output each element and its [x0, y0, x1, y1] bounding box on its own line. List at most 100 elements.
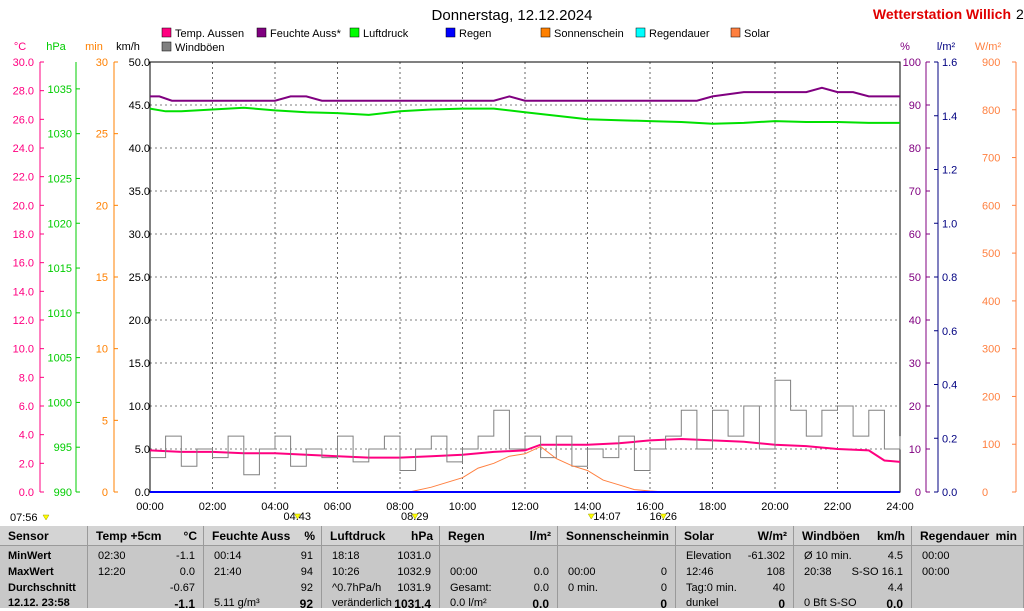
- solar-tick-label: 900: [982, 57, 1000, 69]
- temp-tick-label: 4.0: [19, 430, 34, 442]
- table-header-feuchte: Feuchte Auss%: [204, 526, 321, 546]
- table-header-unit: °C: [183, 529, 197, 543]
- table-cell-value: 0.0: [179, 566, 195, 578]
- solar-tick-label: 700: [982, 153, 1000, 165]
- x-tick-label: 16:00: [636, 501, 664, 513]
- table-row-label: MaxWert: [8, 566, 54, 578]
- legend-swatch: [730, 27, 741, 38]
- wind-tick-label: 20.0: [129, 315, 150, 327]
- table-header-title: Sonnenschein: [566, 529, 649, 543]
- table-section-regendauer: Regendauer min 00:00 00:00: [912, 526, 1024, 608]
- legend-label: Regendauer: [649, 28, 710, 40]
- solar-tick-label: 100: [982, 439, 1000, 451]
- pressure-tick-label: 1015: [48, 263, 72, 275]
- table-cell-value: 1031.4: [394, 597, 431, 611]
- x-tick-label: 00:00: [136, 501, 164, 513]
- table-cell-value: 1032.9: [397, 566, 431, 578]
- table-cell-time: 10:26: [332, 566, 360, 578]
- rain-tick-label: 0.2: [942, 433, 957, 445]
- table-cell-value: 0.0: [886, 597, 903, 611]
- pressure-tick-label: 1035: [48, 84, 72, 96]
- table-cell-value: 0: [660, 566, 667, 578]
- solar-tick-label: 0: [982, 487, 988, 499]
- legend-label: Feuchte Auss*: [270, 28, 342, 40]
- humidity-unit-label: %: [900, 41, 910, 53]
- rain-unit-label: l/m²: [937, 41, 956, 53]
- rain-tick-label: 1.0: [942, 218, 957, 230]
- table-cell-value: 94: [300, 566, 313, 578]
- legend-swatch: [161, 41, 172, 52]
- solar-tick-label: 400: [982, 296, 1000, 308]
- humidity-tick-label: 30: [909, 358, 921, 370]
- series-layer: [149, 86, 901, 493]
- legend-label: Solar: [744, 28, 770, 40]
- table-row-label: Durchschnitt: [8, 582, 76, 594]
- axes: 00:00 02:00 04:00 06:00 08:00 10:00 12:00 14:00…: [10, 41, 1017, 524]
- station-trailing-text: 20: [1016, 6, 1024, 22]
- x-tick-label: 10:00: [449, 501, 477, 513]
- minutes-tick-label: 5: [102, 415, 108, 427]
- table-header-unit: min: [647, 529, 669, 543]
- legend: Temp. Aussen Feuchte Auss* Luftdruck Regen S…: [161, 27, 770, 54]
- table-header-title: Luftdruck: [330, 529, 386, 543]
- solar-unit-label: W/m²: [975, 41, 1002, 53]
- table-header-title: Solar: [684, 529, 715, 543]
- legend-label: Temp. Aussen: [175, 28, 244, 40]
- table-header-unit: l/m²: [529, 529, 551, 543]
- wind-tick-label: 15.0: [129, 358, 150, 370]
- legend-swatch: [445, 27, 456, 38]
- wind-tick-label: 45.0: [129, 100, 150, 112]
- humidity-tick-label: 10: [909, 444, 921, 456]
- temp-tick-label: 30.0: [13, 57, 34, 69]
- minutes-tick-label: 30: [96, 57, 108, 69]
- table-cell-value: 0.0: [532, 597, 549, 611]
- table-header-title: Windböen: [802, 529, 860, 543]
- wind-tick-label: 25.0: [129, 272, 150, 284]
- wind-unit-label: km/h: [116, 41, 140, 53]
- table-section-sensor: Sensor MinWert MaxWert Durchschnitt 12.12. 2…: [0, 526, 88, 609]
- humidity-tick-label: 100: [903, 57, 921, 69]
- humidity-tick-label: 80: [909, 143, 921, 155]
- table-cell-value: 91: [300, 550, 313, 562]
- temp-tick-label: 8.0: [19, 372, 34, 384]
- rain-tick-label: 0.6: [942, 326, 957, 338]
- rain-tick-label: 1.2: [942, 165, 957, 177]
- x-tick-label: 22:00: [824, 501, 852, 513]
- table-cell-value: 0.0: [533, 582, 549, 594]
- solar-tick-label: 300: [982, 344, 1000, 356]
- table-cell-value: 92: [299, 597, 313, 611]
- solar-tick-label: 600: [982, 200, 1000, 212]
- table-header-title: Sensor: [8, 529, 49, 543]
- x-tick-label: 24:00: [886, 501, 914, 513]
- table-section-luftdruck: Luftdruck hPa 18:18 1031.0 10:26 1032.9 ^0.7hP…: [322, 526, 440, 611]
- minutes-tick-label: 20: [96, 200, 108, 212]
- legend-label: Sonnenschein: [554, 28, 624, 40]
- table-cell-time: 00:00: [568, 566, 596, 578]
- x-tick-label: 04:00: [261, 501, 289, 513]
- sun-marker-label: 07:56: [10, 512, 38, 524]
- wind-tick-label: 50.0: [129, 57, 150, 69]
- table-cell-time: 0 min.: [568, 582, 598, 594]
- table-header-title: Feuchte Auss: [212, 529, 291, 543]
- legend-swatch: [540, 27, 551, 38]
- pressure-tick-label: 1005: [48, 353, 72, 365]
- wind-tick-label: 0.0: [135, 487, 150, 499]
- table-cell-value: 108: [766, 566, 785, 578]
- temp-tick-label: 6.0: [19, 401, 34, 413]
- x-tick-label: 20:00: [761, 501, 789, 513]
- temp-tick-label: 26.0: [13, 114, 34, 126]
- rain-tick-label: 0.8: [942, 272, 957, 284]
- table-cell-value: 0: [778, 597, 785, 611]
- table-cell-value: -0.67: [169, 582, 195, 594]
- table-cell-time: 12:20: [98, 566, 126, 578]
- temp-tick-label: 0.0: [19, 487, 34, 499]
- table-header-unit: W/m²: [757, 529, 787, 543]
- solar-tick-label: 200: [982, 391, 1000, 403]
- table-cell-time: 0.0 l/m²: [450, 597, 487, 609]
- table-cell-time: 21:40: [214, 566, 242, 578]
- table-cell-value: 0: [660, 597, 667, 611]
- solar-tick-label: 500: [982, 248, 1000, 260]
- sun-marker-icon: [294, 513, 301, 520]
- series-luftdruck: [149, 106, 900, 125]
- table-header-sensor: Sensor: [0, 526, 87, 546]
